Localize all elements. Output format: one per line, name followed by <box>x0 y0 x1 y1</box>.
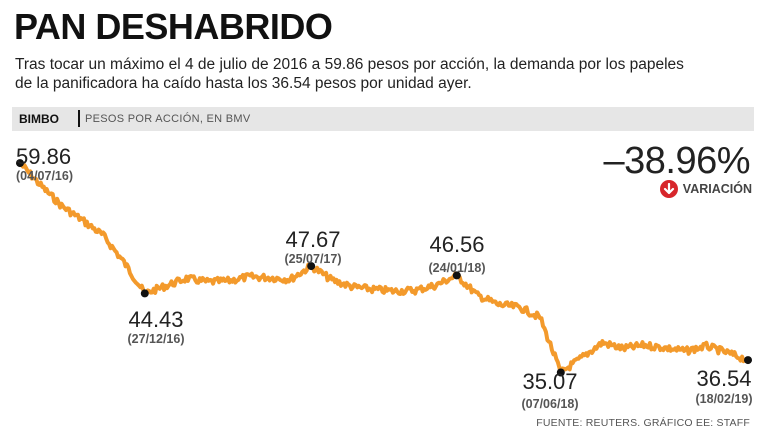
subtitle-line-1: Tras tocar un máximo el 4 de julio de 20… <box>15 56 684 73</box>
annotation-date: (24/01/18) <box>429 261 486 275</box>
annotation-date: (25/07/17) <box>285 252 342 266</box>
data-point-marker <box>140 289 149 298</box>
annotation-value: 35.07 <box>522 369 577 394</box>
arrow-down-icon <box>659 180 678 198</box>
annotation-value: 59.86 <box>16 144 71 169</box>
chart-title: PAN DESHABRIDO <box>14 6 333 47</box>
annotation-value: 44.43 <box>128 307 183 332</box>
marker-layer <box>16 159 752 377</box>
annotation-value: 47.67 <box>285 227 340 252</box>
annotation-value: 36.54 <box>696 366 751 391</box>
ticker-label: BIMBO <box>19 112 59 126</box>
source-note: FUENTE: REUTERS. GRÁFICO EE: STAFF <box>536 417 750 429</box>
annotation-date: (04/07/16) <box>16 169 73 183</box>
subtitle-line-2: de la panificadora ha caído hasta los 36… <box>15 75 472 92</box>
annotation-date: (27/12/16) <box>128 332 185 346</box>
divider <box>78 110 80 127</box>
unit-label: PESOS POR ACCIÓN, EN BMV <box>85 113 251 125</box>
data-point-marker <box>307 262 316 271</box>
line-layer <box>18 161 750 375</box>
label-layer: 59.86(04/07/16) 44.43(27/12/16) 47.67(25/0… <box>16 144 752 411</box>
variation-label: VARIACIÓN <box>682 182 752 196</box>
data-point-marker <box>744 356 752 365</box>
series-header-band: BIMBO PESOS POR ACCIÓN, EN BMV <box>12 107 754 131</box>
chart-subtitle: Tras tocar un máximo el 4 de julio de 20… <box>15 55 715 93</box>
series-line-bimbo <box>18 161 750 375</box>
annotation-date: (07/06/18) <box>522 397 579 411</box>
annotation-date: (18/02/19) <box>696 392 753 406</box>
data-point-marker <box>16 159 24 168</box>
annotation-value: 46.56 <box>429 232 484 257</box>
variation-value: –38.96% <box>603 140 750 182</box>
data-point-marker <box>452 271 461 280</box>
data-point-marker <box>556 368 565 377</box>
variation-badge: VARIACIÓN <box>659 180 752 198</box>
